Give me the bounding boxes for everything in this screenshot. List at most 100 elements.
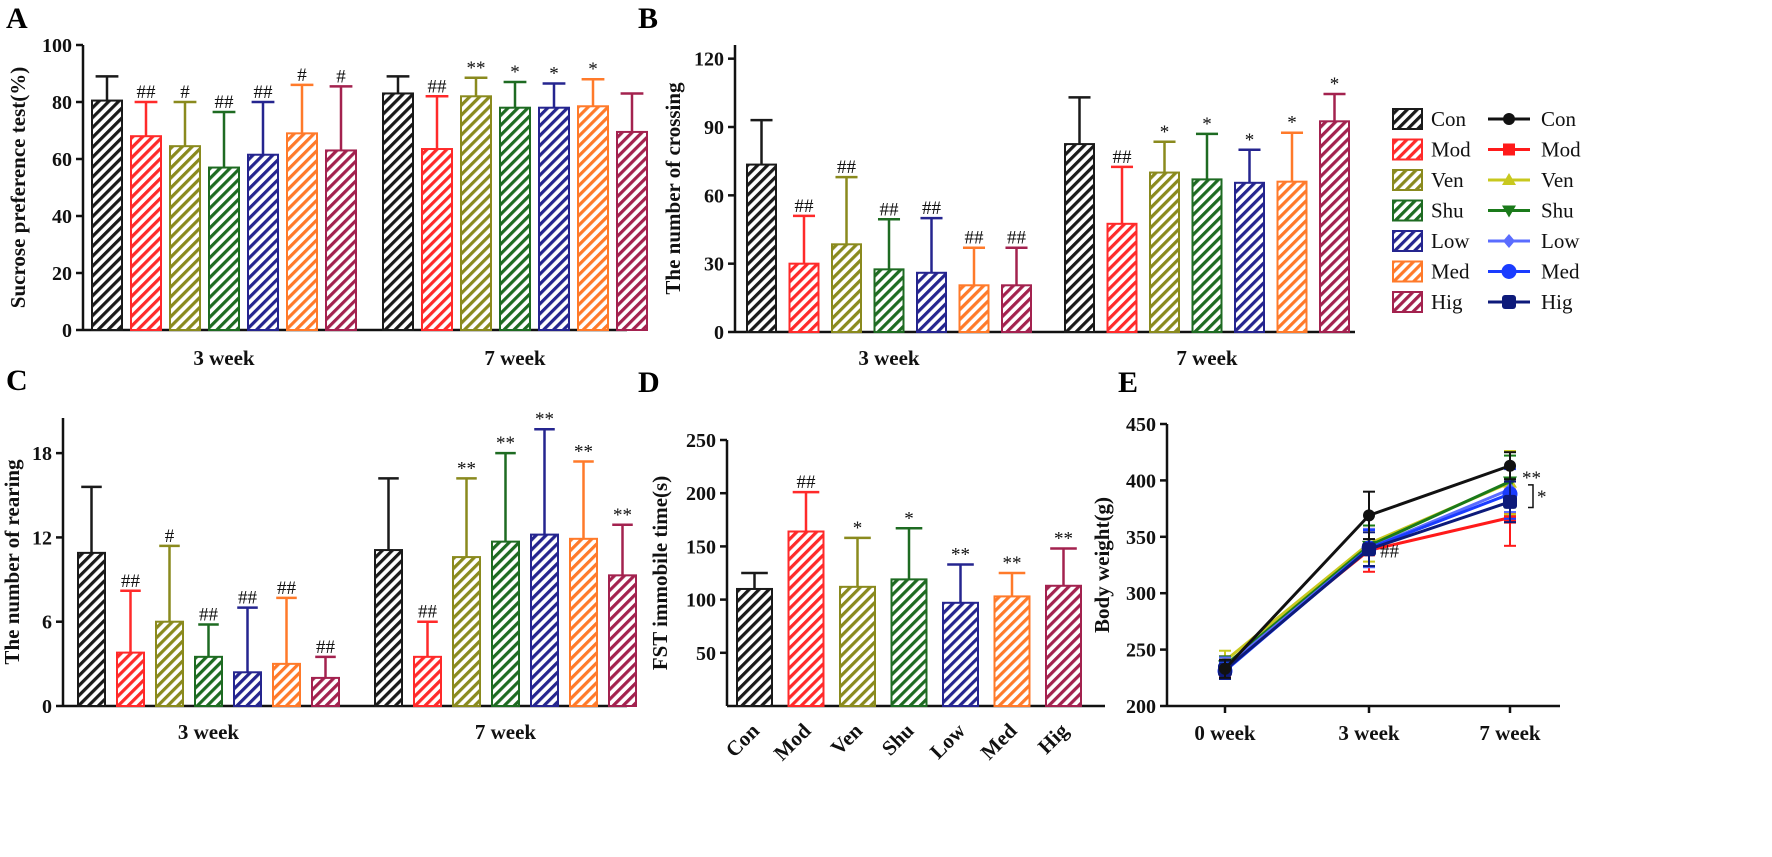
bar-low	[233, 671, 262, 707]
bar-low	[530, 533, 559, 707]
bar-med	[577, 105, 609, 332]
bar-shu	[873, 268, 905, 334]
bar-low	[247, 153, 279, 331]
bar-shu	[208, 166, 240, 331]
significance-mark-shu: *	[510, 62, 520, 83]
point-con	[1219, 662, 1231, 675]
bar-ven	[839, 585, 876, 707]
y-tick-label: 0	[62, 320, 72, 342]
significance-mark-mod: ##	[428, 76, 448, 97]
x-tick-label-7-week: 7 week	[1479, 721, 1541, 745]
legend-marker-hig	[1502, 295, 1516, 309]
bar-mod	[787, 530, 825, 708]
bar-shu	[890, 578, 928, 707]
bar-hig	[616, 130, 648, 331]
significance-mark-ven: ##	[837, 157, 857, 178]
bar-ven	[460, 95, 492, 331]
x-tick-label-0-week: 0 week	[1194, 721, 1256, 745]
y-axis-title: FST immobile time(s)	[648, 476, 672, 670]
bar-con	[736, 587, 773, 708]
y-tick-label: 50	[696, 643, 716, 665]
legend-label-bar-hig: Hig	[1431, 290, 1463, 314]
legend-marker-ven	[1502, 173, 1516, 185]
y-tick-label: 150	[686, 536, 716, 558]
point-hig	[1503, 494, 1517, 509]
x-group-label-3-week: 3 week	[858, 346, 920, 370]
significance-mark-ven: **	[467, 58, 486, 79]
panel-label-c: C	[6, 364, 28, 397]
legend-label-line-ven: Ven	[1541, 168, 1574, 192]
x-group-label-3-week: 3 week	[178, 720, 240, 744]
bar-mod	[413, 655, 442, 708]
significance-mark-mod: ##	[795, 196, 815, 217]
bar-ven	[169, 145, 201, 331]
significance-mark-med: ##	[277, 578, 297, 599]
point-con	[1363, 509, 1375, 522]
bar-mod	[1106, 222, 1138, 333]
legend-marker-med	[1501, 264, 1517, 279]
significance-mark-shu: *	[1202, 114, 1212, 135]
bar-mod	[116, 651, 145, 707]
legend-swatch-med	[1392, 260, 1423, 283]
bar-con	[91, 99, 123, 331]
bar-con	[77, 551, 106, 707]
bar-mod	[130, 135, 162, 331]
legend-label-line-con: Con	[1541, 107, 1577, 131]
y-tick-label: 90	[704, 117, 724, 139]
legend-swatch-shu	[1392, 199, 1423, 222]
significance-mark-mod: ##	[797, 472, 817, 493]
bar-shu	[499, 106, 531, 331]
point-hig	[1362, 542, 1376, 557]
legend-label-bar-low: Low	[1431, 229, 1470, 253]
bar-hig	[311, 676, 340, 708]
bar-hig	[1319, 120, 1350, 333]
significance-mark-mod: ##	[121, 571, 141, 592]
panel-label-e: E	[1118, 366, 1138, 399]
bar-hig	[1001, 284, 1032, 333]
y-tick-label: 400	[1126, 470, 1156, 492]
significance-mark-med: *	[1287, 113, 1297, 134]
bar-low	[916, 271, 947, 333]
y-tick-label: 250	[1126, 640, 1156, 662]
legend-label-line-shu: Shu	[1541, 199, 1574, 223]
bar-ven	[1149, 171, 1180, 333]
legend-label-bar-ven: Ven	[1431, 168, 1464, 192]
bar-con	[746, 163, 777, 333]
significance-mark-hig: ##	[316, 637, 336, 658]
bar-mod	[421, 148, 453, 331]
bar-shu	[194, 655, 223, 708]
y-tick-label: 12	[32, 527, 52, 549]
x-tick-label-low: Low	[925, 718, 971, 764]
significance-mark-7-week: **	[1522, 468, 1541, 489]
y-tick-label: 200	[686, 483, 716, 505]
legend-label-bar-med: Med	[1431, 260, 1470, 284]
significance-mark-mod: ##	[418, 602, 438, 623]
x-group-label-3-week: 3 week	[193, 346, 255, 370]
bar-ven	[155, 620, 184, 708]
legend-label-line-mod: Mod	[1541, 138, 1581, 162]
bar-mod	[788, 262, 820, 333]
significance-mark-hig: ##	[1007, 228, 1027, 249]
point-con	[1504, 459, 1516, 472]
significance-mark-med: ##	[965, 228, 985, 249]
significance-mark-low: **	[951, 544, 970, 565]
significance-mark-low: ##	[922, 198, 942, 219]
y-tick-label: 6	[42, 612, 52, 634]
significance-mark-low: ##	[238, 588, 258, 609]
significance-mark-hig: *	[1330, 74, 1340, 95]
y-tick-label: 0	[714, 322, 724, 344]
panel-label-a: A	[6, 2, 28, 35]
bar-shu	[491, 540, 520, 707]
legend-label-line-hig: Hig	[1541, 290, 1573, 314]
bar-hig	[1045, 584, 1082, 708]
x-tick-label-hig: Hig	[1033, 718, 1073, 758]
y-tick-label: 40	[52, 206, 72, 228]
panel-e-bodyweight-chart: 200 250 300 350 400 450 Body weight(g) 0 week 3 …	[1090, 414, 1560, 745]
significance-mark-med: #	[297, 65, 307, 86]
bar-low	[1234, 181, 1265, 333]
bar-con	[382, 92, 414, 331]
y-tick-label: 0	[42, 696, 52, 718]
legend-marker-shu	[1502, 205, 1516, 218]
legend-label-line-med: Med	[1541, 260, 1580, 284]
